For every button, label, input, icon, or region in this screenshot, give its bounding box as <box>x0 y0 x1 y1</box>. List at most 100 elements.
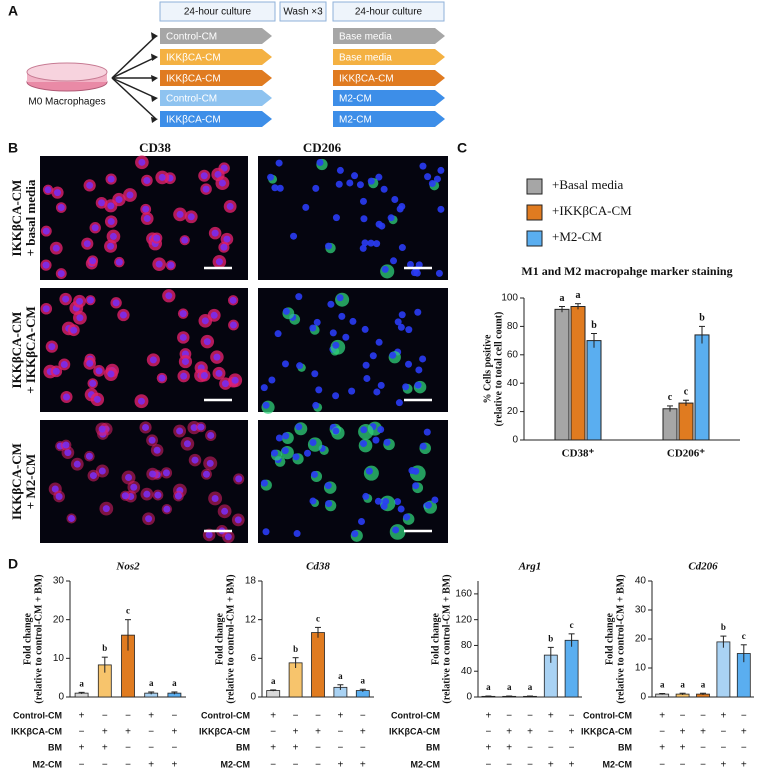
significance-label: c <box>668 392 673 403</box>
fan-arrow <box>111 35 157 79</box>
micrograph-row: IKKβCA-CM + M2-CM <box>9 420 448 544</box>
fan-arrow <box>111 77 157 120</box>
nucleus <box>325 242 333 250</box>
condition-mark: + <box>270 711 276 722</box>
stage-box <box>159 1 276 22</box>
nucleus <box>260 479 268 487</box>
nucleus <box>262 401 270 409</box>
nucleus <box>142 423 150 431</box>
nucleus <box>197 423 205 431</box>
nucleus <box>187 213 195 221</box>
nucleus <box>423 428 431 436</box>
nucleus <box>200 172 208 180</box>
y-tick-label: 0 <box>640 692 646 703</box>
condition-mark: − <box>741 743 747 754</box>
nucleus <box>143 490 151 498</box>
condition-mark: − <box>315 711 321 722</box>
condition-label: M2-CM <box>603 759 633 769</box>
nucleus <box>107 202 115 210</box>
y-axis-label: Fold change <box>214 612 225 665</box>
condition-mark: + <box>125 727 131 738</box>
nucleus <box>373 388 381 396</box>
nucleus <box>179 333 187 341</box>
nucleus <box>372 436 380 444</box>
nucleus <box>221 380 229 388</box>
condition-mark: + <box>315 727 321 738</box>
nucleus <box>395 399 403 407</box>
nucleus <box>304 449 312 457</box>
condition-mark: + <box>548 711 554 722</box>
condition-label: M2-CM <box>411 759 441 769</box>
y-tick-label: 40 <box>461 666 473 677</box>
condition-mark: + <box>741 727 747 738</box>
nucleus <box>235 475 243 483</box>
nucleus <box>387 214 395 222</box>
media-arrow <box>160 70 272 86</box>
nucleus <box>394 318 402 326</box>
nucleus <box>183 440 191 448</box>
legend-swatch <box>526 204 543 221</box>
nucleus <box>369 352 377 360</box>
nucleus <box>158 173 166 181</box>
condition-mark: + <box>79 743 85 754</box>
nucleus <box>414 308 422 316</box>
nucleus <box>389 351 397 359</box>
nucleus <box>398 244 406 252</box>
condition-mark: + <box>548 760 554 771</box>
nucleus <box>142 205 150 213</box>
chart-title: M1 and M2 macropahge marker staining <box>521 264 732 278</box>
nucleus <box>181 358 189 366</box>
condition-mark: − <box>315 760 321 771</box>
nucleus <box>336 294 344 302</box>
condition-mark: − <box>506 711 512 722</box>
nucleus <box>231 376 239 384</box>
nucleus <box>271 184 279 192</box>
nucleus <box>348 387 356 395</box>
nucleus <box>292 453 300 461</box>
x-tick-label: CD206⁺ <box>667 448 705 460</box>
nucleus <box>391 196 399 204</box>
significance-label: c <box>570 620 574 630</box>
significance-label: b <box>699 313 705 324</box>
y-tick-label: 160 <box>455 589 472 600</box>
nucleus <box>431 496 439 504</box>
nucleus <box>327 300 335 308</box>
row-label: IKKβCA-CM <box>9 180 24 257</box>
condition-label: BM <box>618 742 632 752</box>
condition-mark: − <box>720 743 726 754</box>
condition-mark: + <box>569 760 575 771</box>
condition-label: BM <box>236 742 250 752</box>
condition-mark: − <box>102 760 108 771</box>
nucleus <box>402 383 410 391</box>
condition-mark: − <box>485 727 491 738</box>
fan-arrowhead <box>151 32 158 40</box>
panel-label: C <box>457 140 467 156</box>
media-arrow <box>333 70 445 86</box>
panel-label: B <box>8 140 18 156</box>
condition-mark: + <box>79 711 85 722</box>
bar <box>311 632 325 698</box>
nucleus <box>224 533 232 541</box>
y-tick-label: 20 <box>507 406 519 417</box>
nucleus <box>115 196 123 204</box>
condition-mark: − <box>720 727 726 738</box>
nucleus <box>119 311 127 319</box>
nucleus <box>174 492 182 500</box>
nucleus <box>362 492 370 500</box>
significance-label: a <box>361 675 366 685</box>
stage-box <box>279 1 327 22</box>
nucleus <box>335 180 343 188</box>
significance-label: b <box>721 622 726 632</box>
condition-label: Control-CM <box>391 710 440 720</box>
nucleus <box>95 367 103 375</box>
nucleus <box>76 314 84 322</box>
condition-mark: + <box>485 743 491 754</box>
nucleus <box>313 318 321 326</box>
significance-label: a <box>576 290 581 301</box>
nucleus <box>60 360 68 368</box>
condition-mark: − <box>527 743 533 754</box>
y-tick-label: 60 <box>507 349 519 360</box>
condition-mark: − <box>337 743 343 754</box>
media-label: Base media <box>339 32 392 43</box>
stage-label: 24-hour culture <box>355 7 423 18</box>
